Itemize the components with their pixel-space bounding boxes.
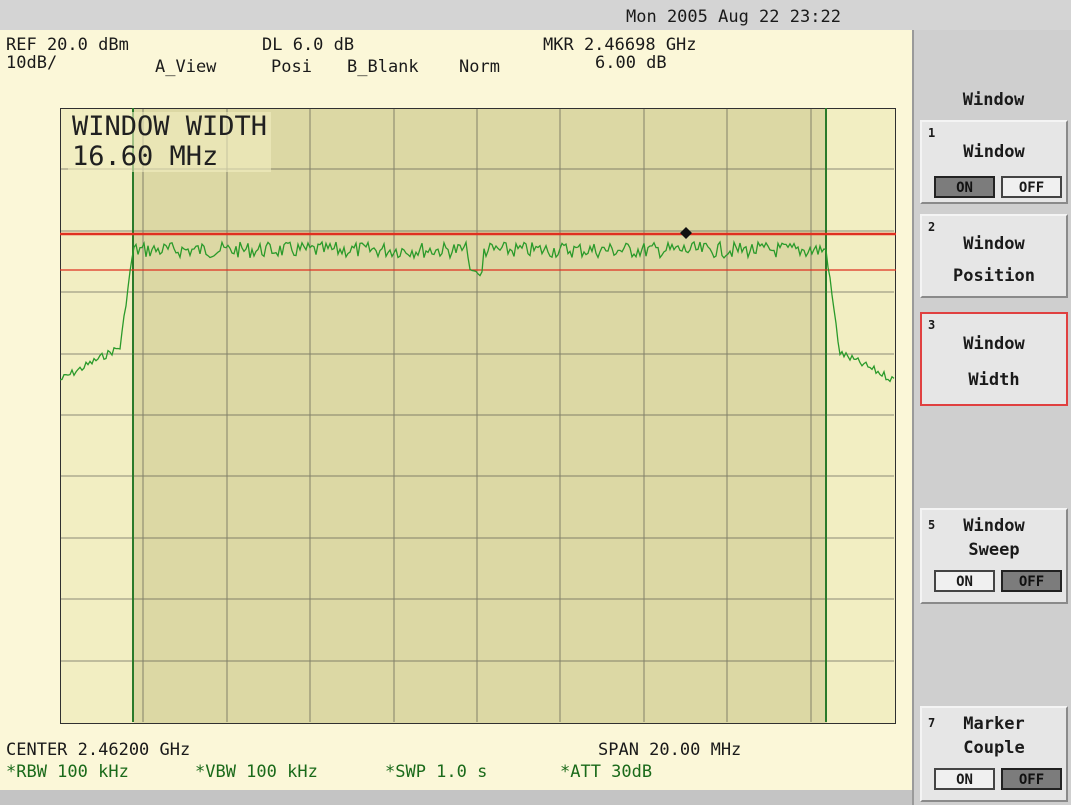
- norm-mode: Norm: [459, 57, 500, 77]
- softkey-number: 1: [928, 126, 936, 140]
- softkey-window[interactable]: 1 Window ON OFF: [920, 120, 1068, 204]
- marker-diamond: [680, 227, 692, 239]
- bottom-bar: [0, 790, 912, 805]
- sweep-time: *SWP 1.0 s: [385, 762, 488, 782]
- toggle-off[interactable]: OFF: [1001, 176, 1062, 198]
- softkey-label-line2: Width: [968, 370, 1020, 390]
- marker-level: 6.00 dB: [595, 53, 667, 73]
- trace-b-mode: B_Blank: [347, 57, 419, 77]
- window-width-readout: WINDOW WIDTH 16.60 MHz: [68, 111, 272, 172]
- softkey-window-width[interactable]: 3 Window Width: [920, 312, 1068, 406]
- display-line-readout: DL 6.0 dB: [262, 35, 355, 55]
- softkey-number: 3: [928, 318, 936, 332]
- overlay-value: 16.60 MHz: [72, 141, 219, 172]
- window-region: [134, 109, 827, 723]
- softkey-number: 5: [928, 518, 936, 532]
- vbw: *VBW 100 kHz: [195, 762, 318, 782]
- trace-a-mode: A_View: [155, 57, 217, 77]
- softkey-menu-title: Window: [962, 90, 1025, 110]
- marker-couple-toggle[interactable]: ON OFF: [934, 768, 1062, 790]
- trace-graph: [60, 108, 896, 722]
- toggle-on[interactable]: ON: [934, 176, 995, 198]
- spectrum-trace: [60, 239, 895, 383]
- softkey-label-line2: Couple: [963, 738, 1025, 758]
- window-toggle[interactable]: ON OFF: [934, 176, 1062, 198]
- toggle-off[interactable]: OFF: [1001, 570, 1062, 592]
- center-frequency: CENTER 2.46200 GHz: [6, 740, 191, 760]
- spectrum-plot: [60, 108, 896, 724]
- attenuation: *ATT 30dB: [560, 762, 653, 782]
- softkey-number: 2: [928, 220, 936, 234]
- toggle-off[interactable]: OFF: [1001, 768, 1062, 790]
- softkey-window-position[interactable]: 2 Window Position: [920, 214, 1068, 298]
- softkey-label-line2: Sweep: [968, 540, 1020, 560]
- span: SPAN 20.00 MHz: [598, 740, 742, 760]
- softkey-label-line2: Position: [953, 266, 1035, 286]
- window-sweep-toggle[interactable]: ON OFF: [934, 570, 1062, 592]
- softkey-label-line1: Window: [963, 234, 1025, 254]
- softkey-label: Window: [963, 142, 1025, 162]
- detector-mode: Posi: [271, 57, 312, 77]
- softkey-number: 7: [928, 716, 936, 730]
- datetime: Mon 2005 Aug 22 23:22: [626, 7, 841, 27]
- softkey-panel: Window 1 Window ON OFF 2 Window Position…: [912, 30, 1071, 805]
- marker-frequency: MKR 2.46698 GHz: [543, 35, 697, 55]
- overlay-title: WINDOW WIDTH: [72, 111, 268, 142]
- scale-per-div: 10dB/: [6, 53, 58, 73]
- softkey-label-line1: Window: [963, 516, 1025, 536]
- softkey-label-line1: Window: [963, 334, 1025, 354]
- toggle-on[interactable]: ON: [934, 570, 995, 592]
- softkey-label-line1: Marker: [963, 714, 1025, 734]
- toggle-on[interactable]: ON: [934, 768, 995, 790]
- title-bar: Mon 2005 Aug 22 23:22: [0, 0, 1071, 30]
- softkey-window-sweep[interactable]: 5 Window Sweep ON OFF: [920, 508, 1068, 604]
- ref-level: REF 20.0 dBm: [6, 35, 129, 55]
- softkey-marker-couple[interactable]: 7 Marker Couple ON OFF: [920, 706, 1068, 802]
- rbw: *RBW 100 kHz: [6, 762, 129, 782]
